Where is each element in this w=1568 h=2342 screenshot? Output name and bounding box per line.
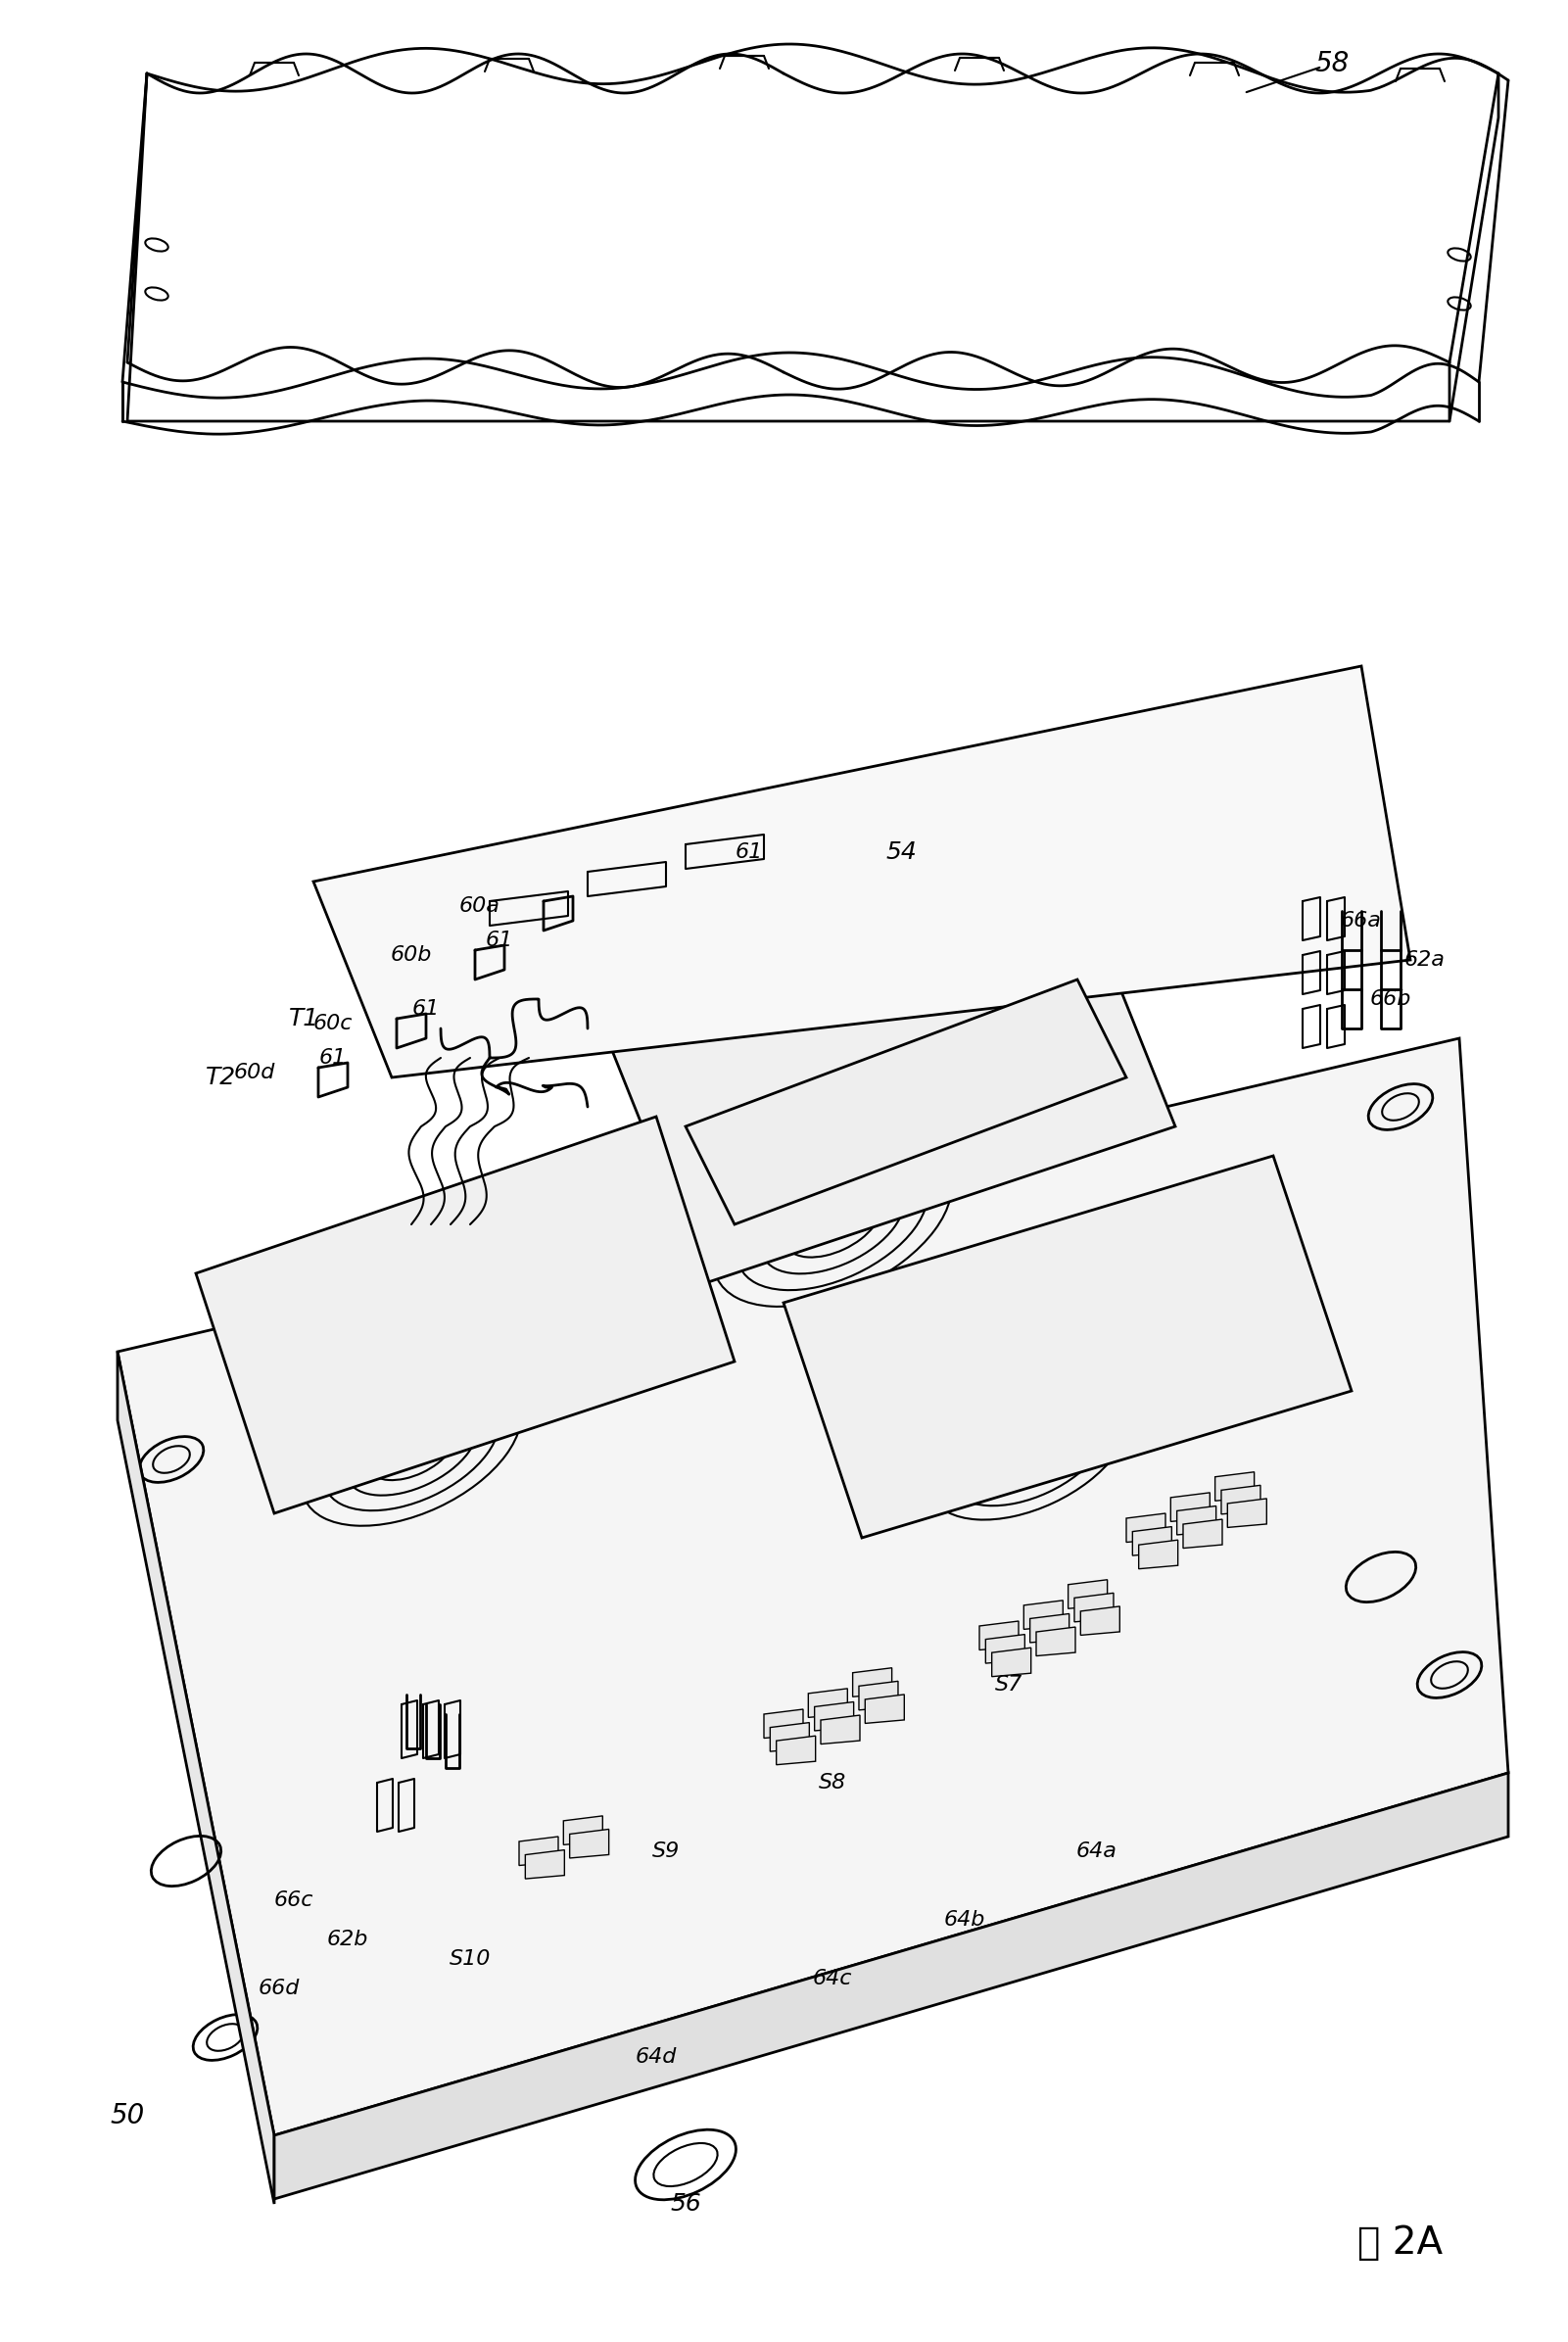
Text: S8: S8 [818,1773,847,1792]
Polygon shape [525,1850,564,1878]
Polygon shape [1024,1600,1063,1630]
Text: 60a: 60a [459,897,500,916]
Text: T1: T1 [289,1007,318,1030]
Polygon shape [980,1621,1019,1651]
Polygon shape [519,1836,558,1867]
Polygon shape [1184,1520,1223,1548]
Polygon shape [784,1157,1352,1539]
Text: 66a: 66a [1341,911,1381,930]
Text: 64d: 64d [635,2047,677,2066]
Polygon shape [764,1710,803,1738]
Polygon shape [770,1724,809,1752]
Polygon shape [196,1117,734,1513]
Polygon shape [569,1829,608,1857]
Polygon shape [1178,1506,1217,1534]
Text: S7: S7 [996,1675,1022,1696]
Polygon shape [1221,1485,1261,1515]
Polygon shape [866,1696,905,1724]
Polygon shape [776,1735,815,1766]
Polygon shape [1036,1628,1076,1656]
Text: S10: S10 [450,1949,491,1970]
Text: 图 2A: 图 2A [1358,2225,1443,2262]
Polygon shape [563,1815,602,1845]
Polygon shape [314,665,1410,1077]
Polygon shape [808,1689,847,1717]
Polygon shape [607,881,1176,1283]
Text: S9: S9 [652,1841,681,1862]
Polygon shape [1080,1607,1120,1635]
Polygon shape [1068,1581,1107,1609]
Text: 61: 61 [320,1049,347,1068]
Text: 64b: 64b [944,1911,985,1930]
Polygon shape [1030,1614,1069,1642]
Text: 61: 61 [735,843,764,862]
Text: T2: T2 [205,1066,235,1089]
Text: 64a: 64a [1076,1841,1118,1862]
Text: 66b: 66b [1370,988,1411,1009]
Text: 66d: 66d [259,1979,299,1998]
Polygon shape [274,1773,1508,2199]
Text: 61: 61 [412,1000,441,1019]
Polygon shape [1132,1527,1171,1555]
Polygon shape [685,979,1126,1225]
Polygon shape [118,1351,274,2204]
Polygon shape [853,1668,892,1696]
Text: 60c: 60c [314,1014,353,1033]
Text: 54: 54 [886,841,917,864]
Polygon shape [118,1038,1508,2136]
Polygon shape [820,1714,859,1745]
Polygon shape [1074,1593,1113,1623]
Polygon shape [814,1703,853,1731]
Polygon shape [1126,1513,1165,1543]
Polygon shape [986,1635,1025,1663]
Polygon shape [993,1649,1032,1677]
Polygon shape [1171,1492,1210,1522]
Text: 66c: 66c [274,1890,314,1911]
Text: 60d: 60d [234,1063,276,1082]
Text: 64c: 64c [812,1970,853,1988]
Polygon shape [1228,1499,1267,1527]
Text: 58: 58 [1314,49,1348,77]
Text: 50: 50 [110,2103,144,2129]
Polygon shape [1215,1471,1254,1501]
Text: 62a: 62a [1405,951,1446,970]
Text: 62b: 62b [328,1930,368,1949]
Polygon shape [859,1682,898,1710]
Text: 60b: 60b [390,946,433,965]
Text: 56: 56 [670,2192,701,2216]
Polygon shape [1138,1541,1178,1569]
Text: 61: 61 [486,930,513,951]
